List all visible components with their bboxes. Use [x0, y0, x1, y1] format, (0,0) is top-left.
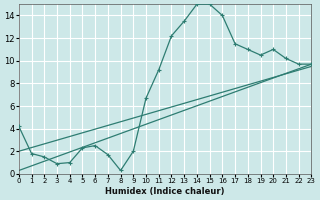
X-axis label: Humidex (Indice chaleur): Humidex (Indice chaleur) — [105, 187, 225, 196]
